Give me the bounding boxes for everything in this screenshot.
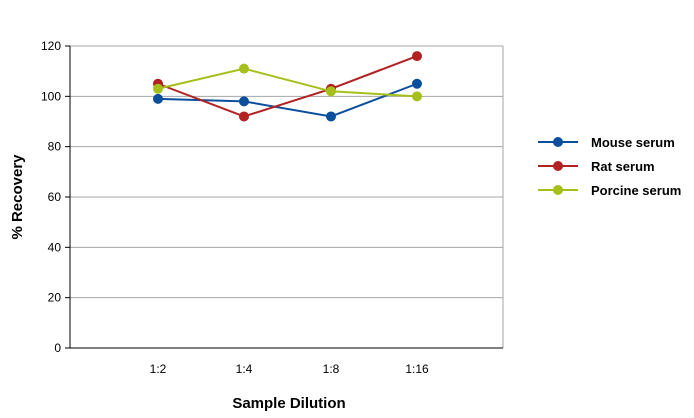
y-tick-label: 120 (41, 39, 61, 53)
data-point (412, 78, 422, 89)
data-point (239, 111, 249, 122)
legend-label: Porcine serum (591, 183, 681, 198)
y-tick-label: 40 (48, 240, 62, 254)
legend-label: Rat serum (591, 159, 655, 174)
data-point (239, 63, 249, 74)
y-tick-label: 80 (48, 140, 62, 154)
legend-label: Mouse serum (591, 135, 675, 150)
y-tick-label: 20 (48, 291, 62, 305)
y-tick-label: 100 (41, 89, 61, 103)
x-axis-title: Sample Dilution (232, 395, 345, 412)
x-tick-label: 1:4 (236, 362, 253, 376)
series-line (157, 82, 418, 118)
grid-lines (70, 45, 504, 348)
y-axis-title: % Recovery (9, 154, 26, 240)
series-line (157, 67, 418, 98)
data-point (239, 96, 249, 107)
series-group (153, 51, 422, 122)
y-tick-label: 60 (48, 190, 62, 204)
legend-marker (553, 185, 563, 195)
legend: Mouse serum Rat serum Porcine serum (538, 135, 681, 198)
x-tick-label: 1:8 (323, 362, 340, 376)
legend-marker (553, 161, 563, 171)
data-point (153, 83, 163, 94)
x-tick-labels: 1:2 1:4 1:8 1:16 (150, 362, 429, 376)
x-tick-label: 1:16 (405, 362, 429, 376)
series-line (157, 55, 418, 118)
data-point (326, 86, 336, 97)
y-tick-labels: 0 20 40 60 80 100 120 (41, 39, 70, 355)
y-tick-label: 0 (54, 341, 61, 355)
data-point (153, 93, 163, 104)
legend-marker (553, 137, 563, 147)
data-point (326, 111, 336, 122)
data-point (412, 51, 422, 62)
x-tick-label: 1:2 (150, 362, 167, 376)
data-point (412, 91, 422, 102)
